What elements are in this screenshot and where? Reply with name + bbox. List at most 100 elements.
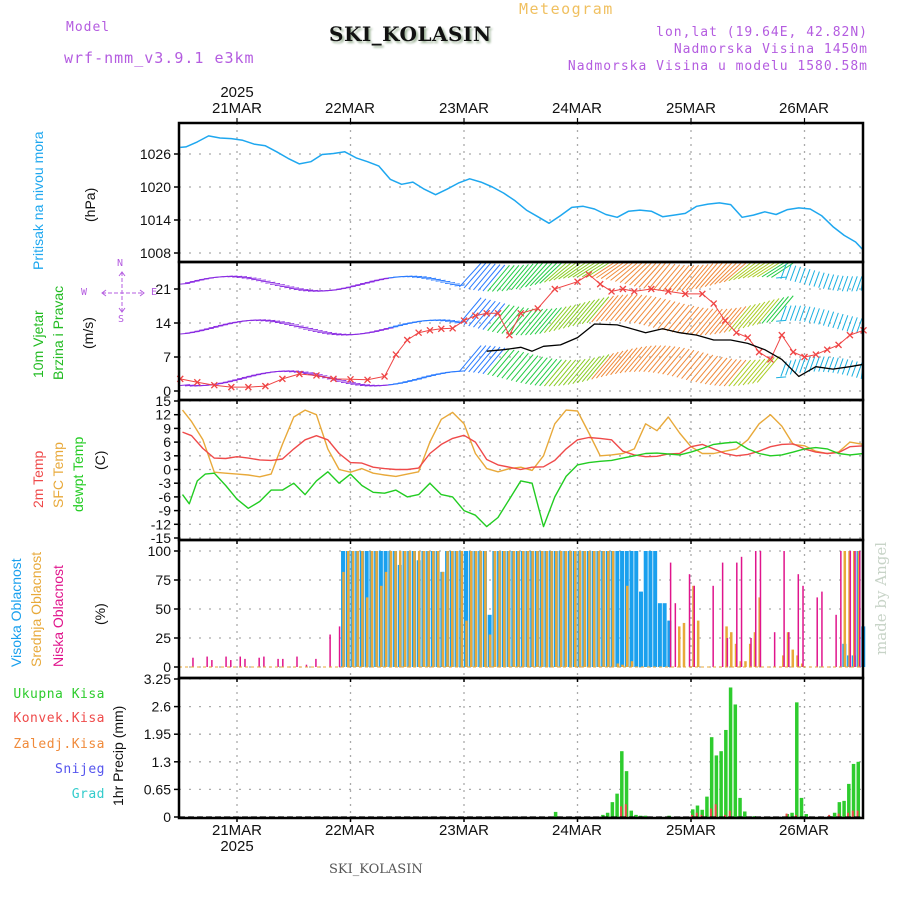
- wind-arrow: [255, 279, 266, 282]
- wind-arrow: [718, 359, 742, 387]
- cloud-low-bar: [206, 656, 208, 667]
- wind-arrow: [638, 297, 662, 325]
- wind-arrow: [700, 308, 723, 336]
- wind-arrow: [218, 381, 229, 384]
- wind-arrow: [293, 325, 304, 328]
- wind-arrow: [307, 373, 318, 375]
- station-title: SKI_KOLASIN: [329, 22, 492, 46]
- wind-arrow: [374, 278, 385, 281]
- wind-arrow: [695, 308, 718, 336]
- wind-arrow: [737, 359, 761, 386]
- wind-arrow: [747, 300, 770, 328]
- precip-convective-bar: [695, 812, 698, 817]
- precip-total-bar: [615, 793, 619, 817]
- cloud-low-bar: [783, 551, 785, 667]
- cloud-mid-bar: [569, 551, 572, 667]
- cloud-mid-bar: [398, 551, 402, 667]
- cloud-low-bar: [754, 551, 757, 667]
- wind-arrow: [393, 324, 404, 327]
- wind-arrow: [544, 359, 567, 387]
- top-date-label: 26MAR: [778, 100, 830, 117]
- temp-dewpt-line: [181, 441, 864, 528]
- wind-arrow: [596, 262, 619, 279]
- model-name: wrf-nmm_v3.9.1 e3km: [64, 49, 255, 67]
- cloud-low-bar: [849, 551, 852, 667]
- wind-arrow: [529, 262, 553, 287]
- precip-total-bar: [691, 809, 695, 817]
- precip-convective-bar: [624, 804, 627, 817]
- wind-speed-marker: [227, 383, 235, 391]
- wind-arrow: [662, 303, 685, 331]
- y-tick-label: 6: [163, 434, 171, 450]
- cloud-mid-bar: [408, 551, 411, 667]
- y-tick-label: 0: [163, 809, 171, 825]
- wind-arrow: [336, 287, 347, 290]
- wind-arrow: [638, 262, 662, 288]
- cloud-mid-bar: [460, 551, 463, 667]
- cloud-mid-bar: [389, 551, 393, 667]
- wind-arrow: [629, 295, 652, 323]
- wind-arrow: [652, 263, 676, 291]
- wind-arrow: [615, 262, 638, 282]
- wind-arrow: [189, 330, 200, 333]
- wind-arrow: [600, 262, 624, 279]
- wind-arrow: [586, 262, 610, 278]
- wind-arrow: [222, 380, 233, 383]
- cloud-mid-bar: [630, 661, 634, 667]
- cloud-mid-bar: [380, 585, 383, 667]
- wind-speed-marker: [415, 329, 423, 337]
- wind-arrow: [648, 299, 671, 327]
- wind-arrow: [676, 264, 700, 292]
- wind-arrow: [662, 347, 685, 375]
- compass-west: W: [81, 287, 88, 298]
- cloud-low-bar: [258, 657, 260, 667]
- cloud-mid-bar: [436, 551, 440, 667]
- wind-arrow: [681, 264, 704, 292]
- precip-total-bar: [847, 783, 851, 817]
- cloud-mid-bar: [791, 649, 795, 667]
- precip-convective-bar: [714, 804, 717, 817]
- cloud-low-bar: [329, 634, 331, 667]
- wind-arrow: [241, 376, 252, 379]
- cloud-mid-bar: [578, 551, 582, 667]
- cloud-low-bar: [821, 591, 823, 667]
- wind-arrow: [577, 356, 600, 384]
- cloud-low-bar: [840, 551, 842, 667]
- model-label: Model: [66, 20, 111, 35]
- wind-arrow: [752, 262, 775, 278]
- wind-speed-marker: [295, 370, 303, 378]
- bottom-date-label: 22MAR: [324, 822, 376, 839]
- wind-arrow: [813, 308, 820, 324]
- wind-arrow: [832, 357, 839, 373]
- bottom-date-label: 26MAR: [778, 822, 830, 839]
- wind-arrow: [553, 304, 577, 332]
- cloud-low-bar: [338, 626, 341, 667]
- y-tick-label: -15: [151, 530, 171, 546]
- wind-speed-marker: [261, 382, 269, 390]
- wind-arrow: [766, 262, 789, 278]
- wind-arrow: [468, 262, 491, 290]
- wind-arrow: [411, 378, 422, 381]
- cloud-mid-bar: [730, 632, 733, 667]
- wind-arrow: [251, 278, 262, 281]
- wind-arrow: [856, 275, 863, 292]
- wind-arrow: [440, 280, 451, 283]
- wind-arrow: [251, 373, 262, 376]
- wind-arrow: [515, 262, 539, 290]
- wind-speed-marker: [698, 290, 706, 298]
- wind-arrow: [548, 262, 572, 282]
- wind-arrow: [525, 357, 548, 385]
- wind-arrow: [747, 357, 770, 385]
- wind-speed-marker: [347, 375, 354, 383]
- cloud-mid-bar: [432, 551, 435, 667]
- y-tick-label: 2.6: [152, 699, 172, 715]
- wind-arrow: [393, 382, 404, 385]
- wind-speed-marker: [403, 336, 411, 344]
- wind-arrow: [402, 322, 413, 325]
- wind-arrow: [827, 311, 835, 327]
- precip-convective-bar: [828, 814, 831, 817]
- wind-arrow: [818, 309, 825, 325]
- cloud-mid-bar: [843, 551, 847, 667]
- wind-speed-marker: [835, 341, 843, 349]
- cloud-mid-bar: [559, 551, 563, 667]
